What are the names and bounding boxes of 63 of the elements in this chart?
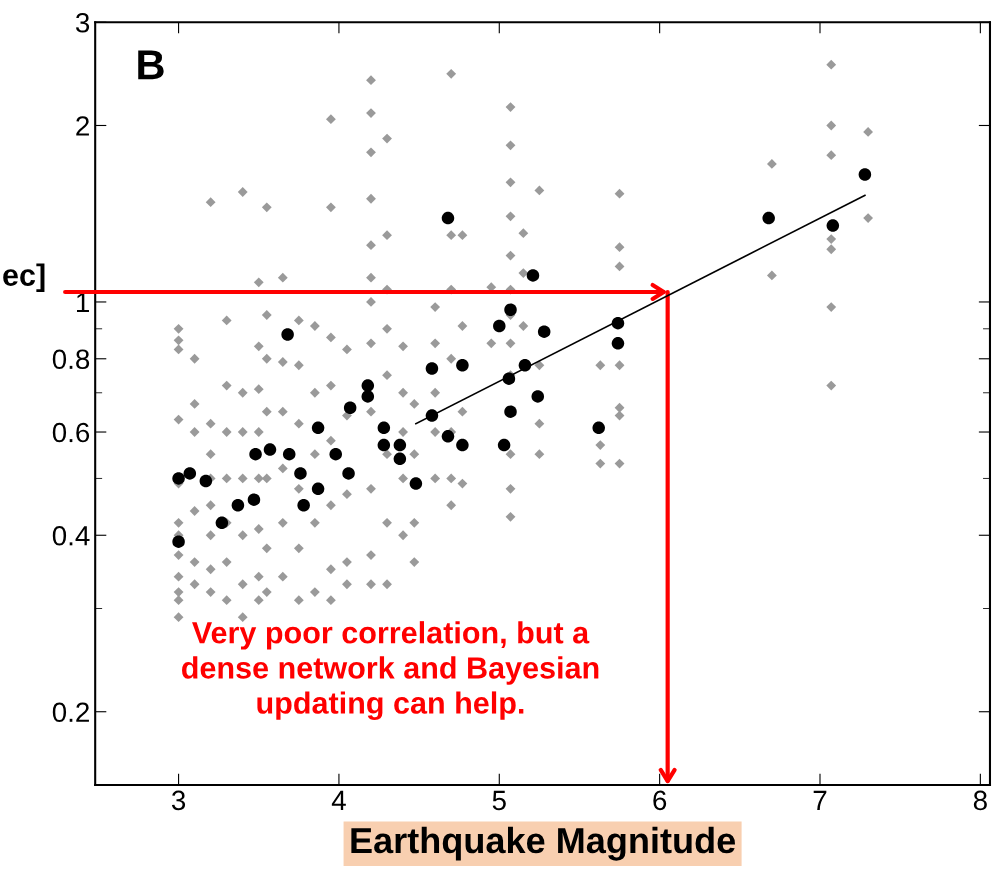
point bbox=[858, 168, 872, 181]
point bbox=[393, 438, 407, 452]
point bbox=[526, 269, 540, 282]
point bbox=[611, 316, 625, 330]
point bbox=[172, 535, 185, 548]
point bbox=[183, 467, 197, 480]
y-tick-label: 2 bbox=[76, 116, 89, 136]
x-tick-label: 8 bbox=[973, 790, 987, 811]
point bbox=[311, 482, 325, 496]
point bbox=[311, 421, 325, 435]
point bbox=[611, 337, 625, 350]
point bbox=[282, 447, 296, 461]
y-tick-label: 0.6 bbox=[52, 422, 90, 443]
point bbox=[249, 447, 262, 461]
annotation: Very poor correlation, but a dense network and Bayesian updating can help. bbox=[182, 621, 599, 721]
point bbox=[504, 405, 517, 418]
point bbox=[215, 516, 229, 530]
y-tick-label: 0.8 bbox=[52, 349, 90, 370]
point bbox=[502, 372, 516, 385]
point bbox=[343, 401, 357, 415]
x-tick-label: 7 bbox=[813, 790, 827, 810]
point bbox=[247, 493, 261, 506]
point bbox=[518, 358, 532, 372]
point bbox=[361, 390, 375, 403]
point bbox=[199, 474, 213, 488]
annotation: ec] bbox=[3, 263, 45, 292]
x-tick-label: 4 bbox=[331, 790, 346, 810]
point bbox=[493, 319, 506, 333]
point bbox=[172, 472, 185, 485]
point bbox=[456, 438, 469, 452]
point bbox=[281, 328, 294, 341]
point bbox=[342, 467, 355, 480]
point bbox=[762, 211, 775, 225]
point bbox=[377, 421, 391, 435]
x-tick-label: 3 bbox=[171, 790, 186, 811]
point bbox=[441, 211, 455, 225]
point bbox=[826, 219, 840, 232]
point bbox=[425, 362, 439, 375]
point bbox=[537, 325, 551, 338]
y-tick-label: 3 bbox=[75, 12, 90, 33]
y-tick-label: 0.2 bbox=[52, 702, 89, 723]
point bbox=[456, 358, 469, 372]
point bbox=[409, 477, 423, 490]
y-tick-label: 1 bbox=[77, 292, 89, 313]
x-tick-label: 5 bbox=[492, 790, 506, 811]
x-tick-label: 6 bbox=[653, 790, 667, 811]
point bbox=[425, 409, 439, 422]
point bbox=[441, 430, 455, 443]
point bbox=[393, 452, 407, 466]
annotation: B bbox=[138, 50, 164, 80]
point bbox=[497, 438, 511, 452]
point bbox=[297, 499, 310, 512]
point bbox=[361, 379, 375, 392]
point bbox=[531, 390, 545, 403]
point bbox=[377, 438, 391, 452]
point bbox=[329, 447, 342, 461]
point bbox=[592, 421, 605, 435]
point bbox=[504, 303, 517, 316]
x-axis-title: Earthquake Magnitude bbox=[351, 826, 735, 861]
point bbox=[294, 467, 307, 480]
point bbox=[231, 499, 245, 512]
y-tick-label: 0.4 bbox=[52, 525, 90, 546]
point bbox=[263, 443, 277, 456]
